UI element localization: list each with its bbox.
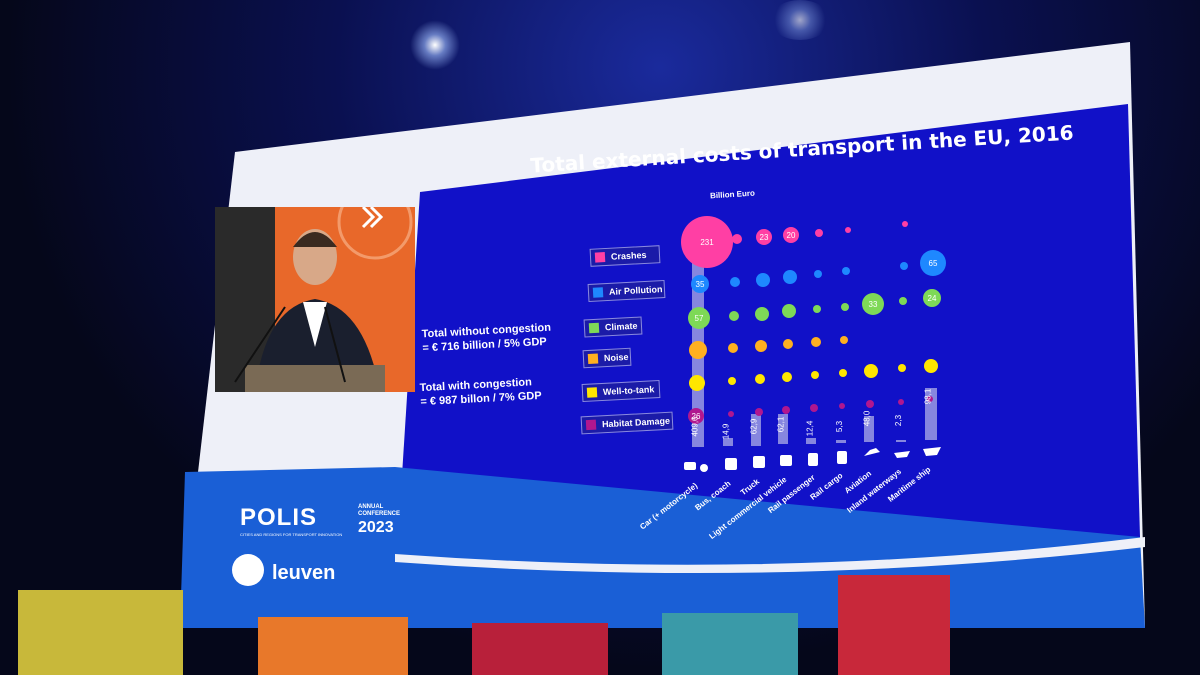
bar-value-inland: 2,3 <box>894 414 904 427</box>
bus-icon <box>725 458 737 470</box>
bar-value-car: 409,6 <box>690 416 700 437</box>
leuven-logo-text: leuven <box>272 562 336 584</box>
bubble-chart: 231 23 20 35 65 57 33 24 26 <box>681 216 946 472</box>
stage-spotlight <box>770 0 830 40</box>
climate-bubbles <box>688 289 941 329</box>
screen-frame <box>180 42 1145 628</box>
label-car-habitat: 26 <box>692 412 701 421</box>
bar-value-lcv: 62,1 <box>776 416 786 433</box>
vehicle-icons <box>684 447 941 472</box>
barge-icon <box>894 451 910 458</box>
stage-banner-red <box>472 623 608 675</box>
bar-value-aviation: 48,0 <box>862 410 872 427</box>
polis-logo-text: POLIS <box>240 504 318 531</box>
label-car-crashes: 231 <box>700 238 714 247</box>
ship-icon <box>923 447 941 456</box>
crashes-bubbles <box>681 216 908 268</box>
projection-screen: Total external costs of transport in the… <box>180 42 1148 628</box>
train-icon <box>808 453 818 466</box>
label-bus-crashes: 23 <box>760 233 769 242</box>
stage-banner-orange <box>258 617 408 675</box>
annual-label: ANNUAL <box>358 504 384 510</box>
stage-banner-yellow <box>18 590 183 675</box>
bar-value-rail-cargo: 5,3 <box>835 420 845 433</box>
label-maritime-air: 65 <box>929 259 938 268</box>
bar-value-bus: 14,9 <box>721 423 731 440</box>
bar-value-truck: 62,9 <box>749 418 759 435</box>
stage-spotlight <box>410 20 460 70</box>
bubble-value-labels: 231 23 20 35 65 57 33 24 26 <box>692 231 938 421</box>
polis-year: 2023 <box>358 519 394 536</box>
conference-label: CONFERENCE <box>358 511 401 517</box>
noise-bubbles <box>689 336 848 359</box>
stage-banner-teal <box>662 613 798 675</box>
label-maritime-climate: 24 <box>928 294 937 303</box>
label-car-air: 35 <box>696 280 705 289</box>
plane-icon <box>864 448 880 460</box>
truck-icon <box>753 456 765 468</box>
van-icon <box>780 455 792 466</box>
label-aviation-climate: 33 <box>869 300 878 309</box>
well-to-tank-bubbles <box>689 359 938 391</box>
habitat-damage-bubbles <box>688 396 933 424</box>
motorcycle-icon <box>700 464 708 472</box>
speaker-video <box>215 207 415 392</box>
cargo-train-icon <box>837 451 847 464</box>
label-truck-crashes: 20 <box>787 231 796 240</box>
bar-value-rail-passenger: 12,4 <box>805 420 815 437</box>
bar-value-maritime: 98,1 <box>923 388 933 405</box>
polis-tagline: CITIES AND REGIONS FOR TRANSPORT INNOVAT… <box>240 532 343 537</box>
air-pollution-bubbles <box>691 250 946 293</box>
label-car-climate: 57 <box>695 314 704 323</box>
car-icon <box>684 462 696 470</box>
stage-banner-crimson <box>838 575 950 675</box>
polis-annual-conference: ANNUAL CONFERENCE <box>358 504 400 518</box>
leuven-logo-icon <box>232 554 264 586</box>
